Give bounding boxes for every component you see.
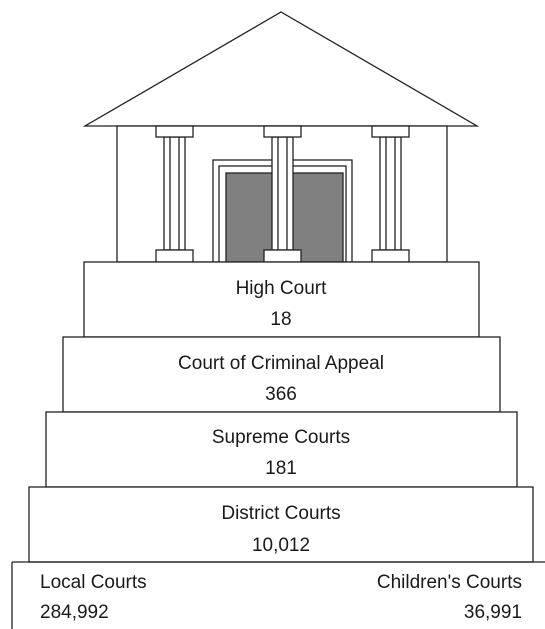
court-hierarchy-diagram: High Court 18 Court of Criminal Appeal 3… [0,0,545,629]
court-name: Supreme Courts [212,427,350,448]
court-count: 36,991 [464,602,522,623]
base: Local Courts 284,992 Children's Courts 3… [12,562,545,629]
court-count: 10,012 [252,535,310,556]
column-base [264,250,301,262]
page: {"levels": [ {"label": "High Court", "va… [0,0,545,629]
building [85,12,477,262]
roof [85,12,477,126]
court-name: Court of Criminal Appeal [178,353,384,374]
court-name: High Court [236,278,328,299]
column-base [156,250,193,262]
court-count: 181 [265,458,297,479]
column-base [372,250,409,262]
court-count: 366 [265,384,297,405]
court-name: Children's Courts [377,572,522,593]
column-capital [156,126,193,137]
column-capital [264,126,301,137]
column-flute [170,137,179,250]
column-flute [278,137,287,250]
court-name: Local Courts [40,572,147,593]
court-count: 284,992 [40,602,109,623]
court-count: 18 [270,309,291,330]
steps: High Court 18 Court of Criminal Appeal 3… [29,262,533,562]
column-capital [372,126,409,137]
column-flute [386,137,395,250]
court-name: District Courts [221,503,340,524]
